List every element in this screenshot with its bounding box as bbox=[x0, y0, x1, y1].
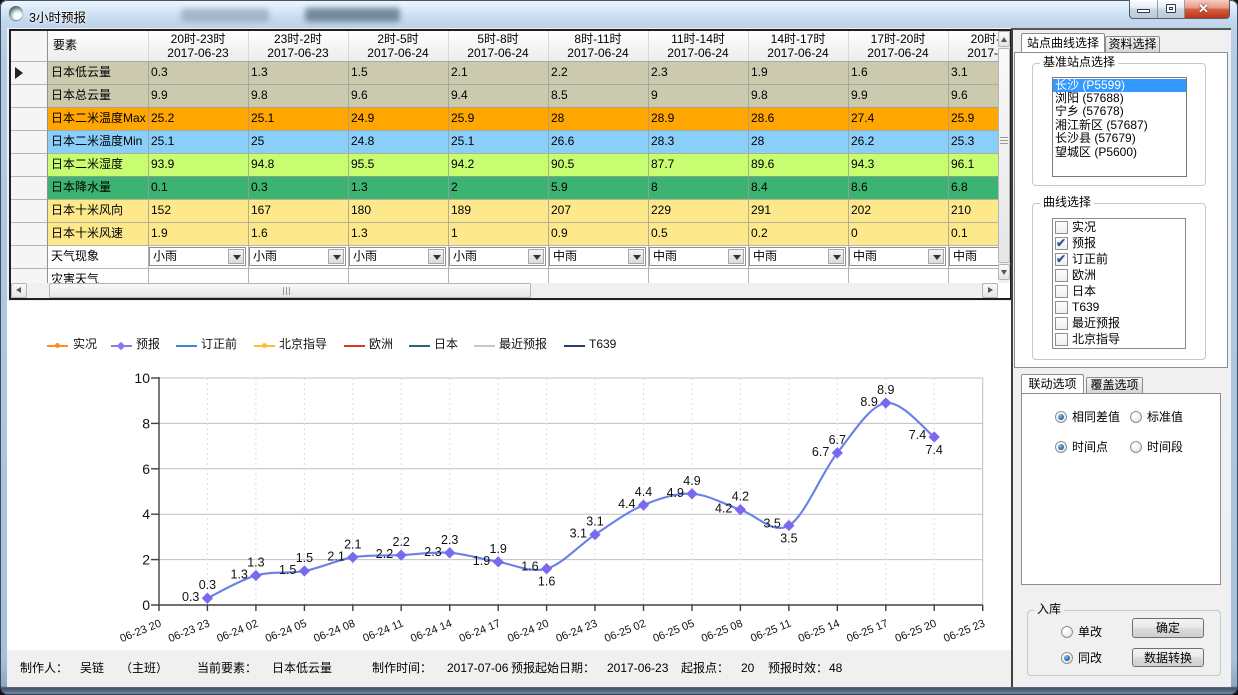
svg-text:06-23 20: 06-23 20 bbox=[118, 618, 163, 645]
svg-text:06-24 20: 06-24 20 bbox=[506, 618, 551, 645]
svg-text:1.3: 1.3 bbox=[247, 556, 264, 570]
svg-text:4.9: 4.9 bbox=[683, 474, 700, 488]
svg-text:2.3: 2.3 bbox=[441, 533, 458, 547]
svg-text:06-25 05: 06-25 05 bbox=[651, 618, 696, 645]
svg-text:06-25 17: 06-25 17 bbox=[845, 618, 890, 645]
svg-text:3.1: 3.1 bbox=[586, 515, 603, 529]
svg-text:2.2: 2.2 bbox=[393, 535, 410, 549]
svg-text:2.1: 2.1 bbox=[344, 537, 361, 551]
svg-text:1.9: 1.9 bbox=[490, 542, 507, 556]
svg-text:06-24 11: 06-24 11 bbox=[361, 618, 405, 645]
svg-text:0: 0 bbox=[142, 597, 150, 613]
svg-text:2.2: 2.2 bbox=[376, 547, 393, 561]
svg-text:7.4: 7.4 bbox=[909, 428, 926, 442]
svg-text:6.7: 6.7 bbox=[829, 433, 846, 447]
svg-text:06-24 17: 06-24 17 bbox=[458, 618, 503, 645]
svg-text:06-24 05: 06-24 05 bbox=[264, 618, 309, 645]
svg-text:06-25 20: 06-25 20 bbox=[894, 618, 939, 645]
svg-text:06-24 23: 06-24 23 bbox=[554, 618, 599, 645]
svg-text:06-25 23: 06-25 23 bbox=[942, 618, 987, 645]
svg-text:1.5: 1.5 bbox=[279, 563, 296, 577]
svg-text:8.9: 8.9 bbox=[860, 395, 877, 409]
svg-text:3.1: 3.1 bbox=[570, 527, 587, 541]
svg-text:10: 10 bbox=[134, 370, 150, 386]
svg-text:06-25 02: 06-25 02 bbox=[603, 618, 648, 645]
svg-text:2: 2 bbox=[142, 552, 150, 568]
svg-text:0.3: 0.3 bbox=[199, 578, 216, 592]
svg-text:06-25 08: 06-25 08 bbox=[700, 618, 745, 645]
svg-text:3.5: 3.5 bbox=[764, 517, 781, 531]
svg-text:4.2: 4.2 bbox=[715, 502, 732, 516]
svg-text:4.4: 4.4 bbox=[618, 497, 635, 511]
svg-text:4.9: 4.9 bbox=[667, 486, 684, 500]
svg-text:4.2: 4.2 bbox=[732, 490, 749, 504]
svg-text:06-25 11: 06-25 11 bbox=[749, 618, 793, 645]
svg-text:0.3: 0.3 bbox=[182, 590, 199, 604]
svg-text:06-25 14: 06-25 14 bbox=[797, 618, 842, 645]
svg-text:4.4: 4.4 bbox=[635, 485, 652, 499]
svg-text:1.6: 1.6 bbox=[538, 575, 555, 589]
svg-text:6.7: 6.7 bbox=[812, 445, 829, 459]
svg-text:1.3: 1.3 bbox=[231, 568, 248, 582]
svg-text:2.3: 2.3 bbox=[424, 545, 441, 559]
svg-text:3.5: 3.5 bbox=[780, 532, 797, 546]
svg-text:2.1: 2.1 bbox=[327, 549, 344, 563]
svg-text:4: 4 bbox=[142, 506, 150, 522]
svg-text:1.5: 1.5 bbox=[296, 551, 313, 565]
svg-text:06-23 23: 06-23 23 bbox=[167, 618, 212, 645]
svg-text:06-24 02: 06-24 02 bbox=[215, 618, 260, 645]
svg-text:06-24 08: 06-24 08 bbox=[312, 618, 357, 645]
svg-text:7.4: 7.4 bbox=[926, 443, 943, 457]
svg-text:8: 8 bbox=[142, 415, 150, 431]
svg-text:1.6: 1.6 bbox=[521, 560, 538, 574]
svg-text:06-24 14: 06-24 14 bbox=[409, 618, 454, 645]
svg-text:1.9: 1.9 bbox=[473, 554, 490, 568]
svg-text:6: 6 bbox=[142, 461, 150, 477]
svg-text:8.9: 8.9 bbox=[877, 383, 894, 397]
